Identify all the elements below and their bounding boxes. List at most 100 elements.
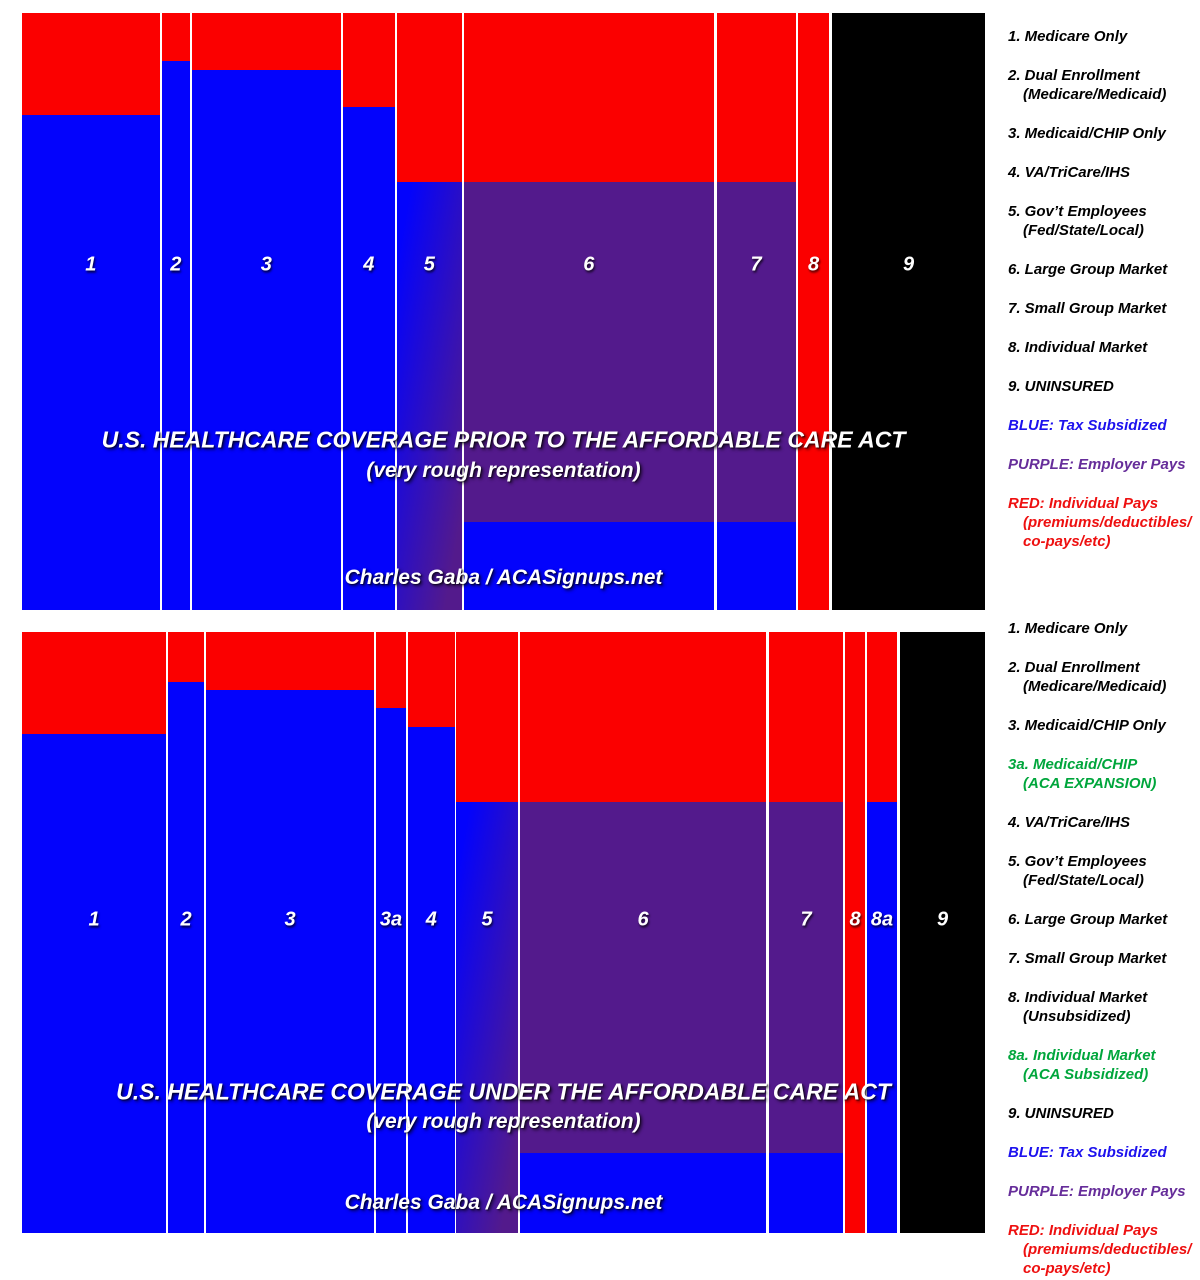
legend-line: BLUE: Tax Subsidized	[1008, 417, 1167, 434]
legend-line: 6. Large Group Market	[1008, 261, 1168, 278]
legend-line: 8. Individual Market	[1008, 989, 1148, 1006]
segment-red-col7	[716, 13, 796, 182]
legend-item-1: 1. Medicare Only	[1008, 619, 1200, 638]
chart-credit: Charles Gaba / ACASignups.net	[344, 1190, 663, 1214]
legend-item-8: 8. Individual Market (Unsubsidized)	[1008, 988, 1200, 1026]
segment-red-col6	[463, 13, 714, 182]
segment-blue-col7	[716, 522, 796, 610]
legend-line: (Medicare/Medicaid)	[1023, 678, 1167, 695]
legend-item-5: 5. Gov’t Employees (Fed/State/Local)	[1008, 852, 1200, 890]
legend-item-4: 4. VA/TriCare/IHS	[1008, 813, 1200, 832]
segment-blue_purple_gradient-col5	[397, 182, 462, 610]
column-label-3: 3	[284, 908, 296, 931]
column-label-8: 8	[849, 908, 861, 931]
segment-purple-col7	[716, 182, 796, 522]
column-label-1: 1	[88, 908, 100, 931]
segment-blue-col2	[168, 682, 204, 1233]
segment-red-col5	[456, 632, 518, 802]
column-6: 6	[520, 632, 766, 1233]
column-7: 7	[769, 632, 843, 1233]
legend-line: (Fed/State/Local)	[1023, 222, 1144, 239]
column-label-1: 1	[85, 253, 97, 276]
legend-line: 9. UNINSURED	[1008, 378, 1114, 395]
legend-line: RED: Individual Pays	[1008, 1222, 1159, 1239]
legend-line: 3. Medicaid/CHIP Only	[1008, 717, 1166, 734]
legend-line: 3. Medicaid/CHIP Only	[1008, 125, 1166, 142]
column-label-7: 7	[800, 908, 812, 931]
legend-item-8a: 8a. Individual Market (ACA Subsidized)	[1008, 1046, 1200, 1084]
column-label-7: 7	[750, 253, 762, 276]
segment-purple-col6	[520, 802, 766, 1153]
segment-red-col8	[845, 632, 865, 1233]
legend-line: co-pays/etc)	[1023, 1260, 1111, 1277]
legend-item-4: 4. VA/TriCare/IHS	[1008, 163, 1200, 182]
legend-item-6: 6. Large Group Market	[1008, 910, 1200, 929]
segment-blue-col3	[206, 690, 374, 1233]
column-2: 2	[161, 13, 190, 610]
column-label-2: 2	[170, 253, 182, 276]
legend-line: 2. Dual Enrollment	[1008, 67, 1140, 84]
legend-item-2: 2. Dual Enrollment (Medicare/Medicaid)	[1008, 658, 1200, 696]
segment-blue-col8a	[867, 802, 897, 1233]
column-5: 5	[456, 632, 518, 1233]
segment-red-col6	[520, 632, 766, 802]
legend-item-blue-key: BLUE: Tax Subsidized	[1008, 416, 1200, 435]
segment-blue-col2	[161, 61, 190, 610]
chart-subtitle: (very rough representation)	[366, 458, 641, 482]
column-6: 6	[463, 13, 714, 610]
segment-red-col3a	[376, 632, 406, 708]
segment-red-col2	[161, 13, 190, 61]
column-label-3a: 3a	[379, 908, 403, 931]
segment-red-col1	[22, 632, 166, 734]
column-9: 9	[900, 632, 985, 1233]
legend-line: PURPLE: Employer Pays	[1008, 456, 1186, 473]
legend-item-3: 3. Medicaid/CHIP Only	[1008, 716, 1200, 735]
legend-line: 6. Large Group Market	[1008, 911, 1168, 928]
legend-line: RED: Individual Pays	[1008, 495, 1159, 512]
segment-blue-col1	[22, 115, 160, 610]
column-label-6: 6	[583, 253, 595, 276]
segment-blue-col3	[192, 70, 341, 610]
segment-red-col2	[168, 632, 204, 682]
legend-line: (Unsubsidized)	[1023, 1008, 1131, 1025]
chart-credit: Charles Gaba / ACASignups.net	[344, 565, 663, 589]
legend-item-7: 7. Small Group Market	[1008, 299, 1200, 318]
legend-line: PURPLE: Employer Pays	[1008, 1183, 1186, 1200]
column-label-4: 4	[425, 908, 437, 931]
legend-under-aca: 1. Medicare Only 2. Dual Enrollment (Medic…	[1008, 619, 1200, 1280]
legend-line: 4. VA/TriCare/IHS	[1008, 164, 1130, 181]
segment-black-col9	[900, 632, 985, 1233]
legend-item-6: 6. Large Group Market	[1008, 260, 1200, 279]
legend-item-7: 7. Small Group Market	[1008, 949, 1200, 968]
chart-title: U.S. HEALTHCARE COVERAGE UNDER THE AFFOR…	[116, 1078, 891, 1105]
legend-item-3: 3. Medicaid/CHIP Only	[1008, 124, 1200, 143]
column-3: 3	[192, 13, 341, 610]
legend-line: (Medicare/Medicaid)	[1023, 86, 1167, 103]
column-label-6: 6	[637, 908, 649, 931]
segment-red-col3	[192, 13, 341, 70]
segment-red-col5	[397, 13, 462, 182]
legend-line: 5. Gov’t Employees	[1008, 203, 1147, 220]
column-label-5: 5	[423, 253, 435, 276]
segment-red-col4	[408, 632, 455, 727]
segment-red-col8	[798, 13, 829, 610]
column-1: 1	[22, 13, 160, 610]
legend-line: 1. Medicare Only	[1008, 28, 1128, 45]
column-label-4: 4	[363, 253, 375, 276]
legend-line: 1. Medicare Only	[1008, 620, 1128, 637]
segment-blue_purple_gradient-col5	[456, 802, 518, 1233]
legend-line: 7. Small Group Market	[1008, 950, 1167, 967]
segment-blue-col4	[408, 727, 455, 1233]
legend-line: (Fed/State/Local)	[1023, 872, 1144, 889]
legend-line: 3a. Medicaid/CHIP	[1008, 756, 1138, 773]
chart-title: U.S. HEALTHCARE COVERAGE PRIOR TO THE AF…	[101, 426, 906, 453]
column-3a: 3a	[376, 632, 406, 1233]
segment-purple-col7	[769, 802, 843, 1153]
legend-line: co-pays/etc)	[1023, 533, 1111, 550]
segment-blue-col1	[22, 734, 166, 1233]
segment-blue-col3a	[376, 708, 406, 1233]
column-7: 7	[716, 13, 796, 610]
legend-item-9: 9. UNINSURED	[1008, 1104, 1200, 1123]
legend-line: (premiums/deductibles/	[1023, 1241, 1192, 1258]
legend-line: 5. Gov’t Employees	[1008, 853, 1147, 870]
